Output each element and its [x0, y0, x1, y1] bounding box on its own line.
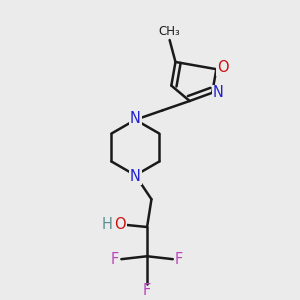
Text: O: O	[114, 217, 126, 232]
Text: N: N	[130, 169, 141, 184]
Text: CH₃: CH₃	[159, 26, 181, 38]
Text: N: N	[130, 111, 141, 126]
Text: O: O	[217, 60, 229, 75]
Text: F: F	[111, 252, 119, 267]
Text: H: H	[101, 217, 112, 232]
Text: F: F	[143, 283, 151, 298]
Text: N: N	[213, 85, 224, 100]
Text: F: F	[175, 252, 183, 267]
